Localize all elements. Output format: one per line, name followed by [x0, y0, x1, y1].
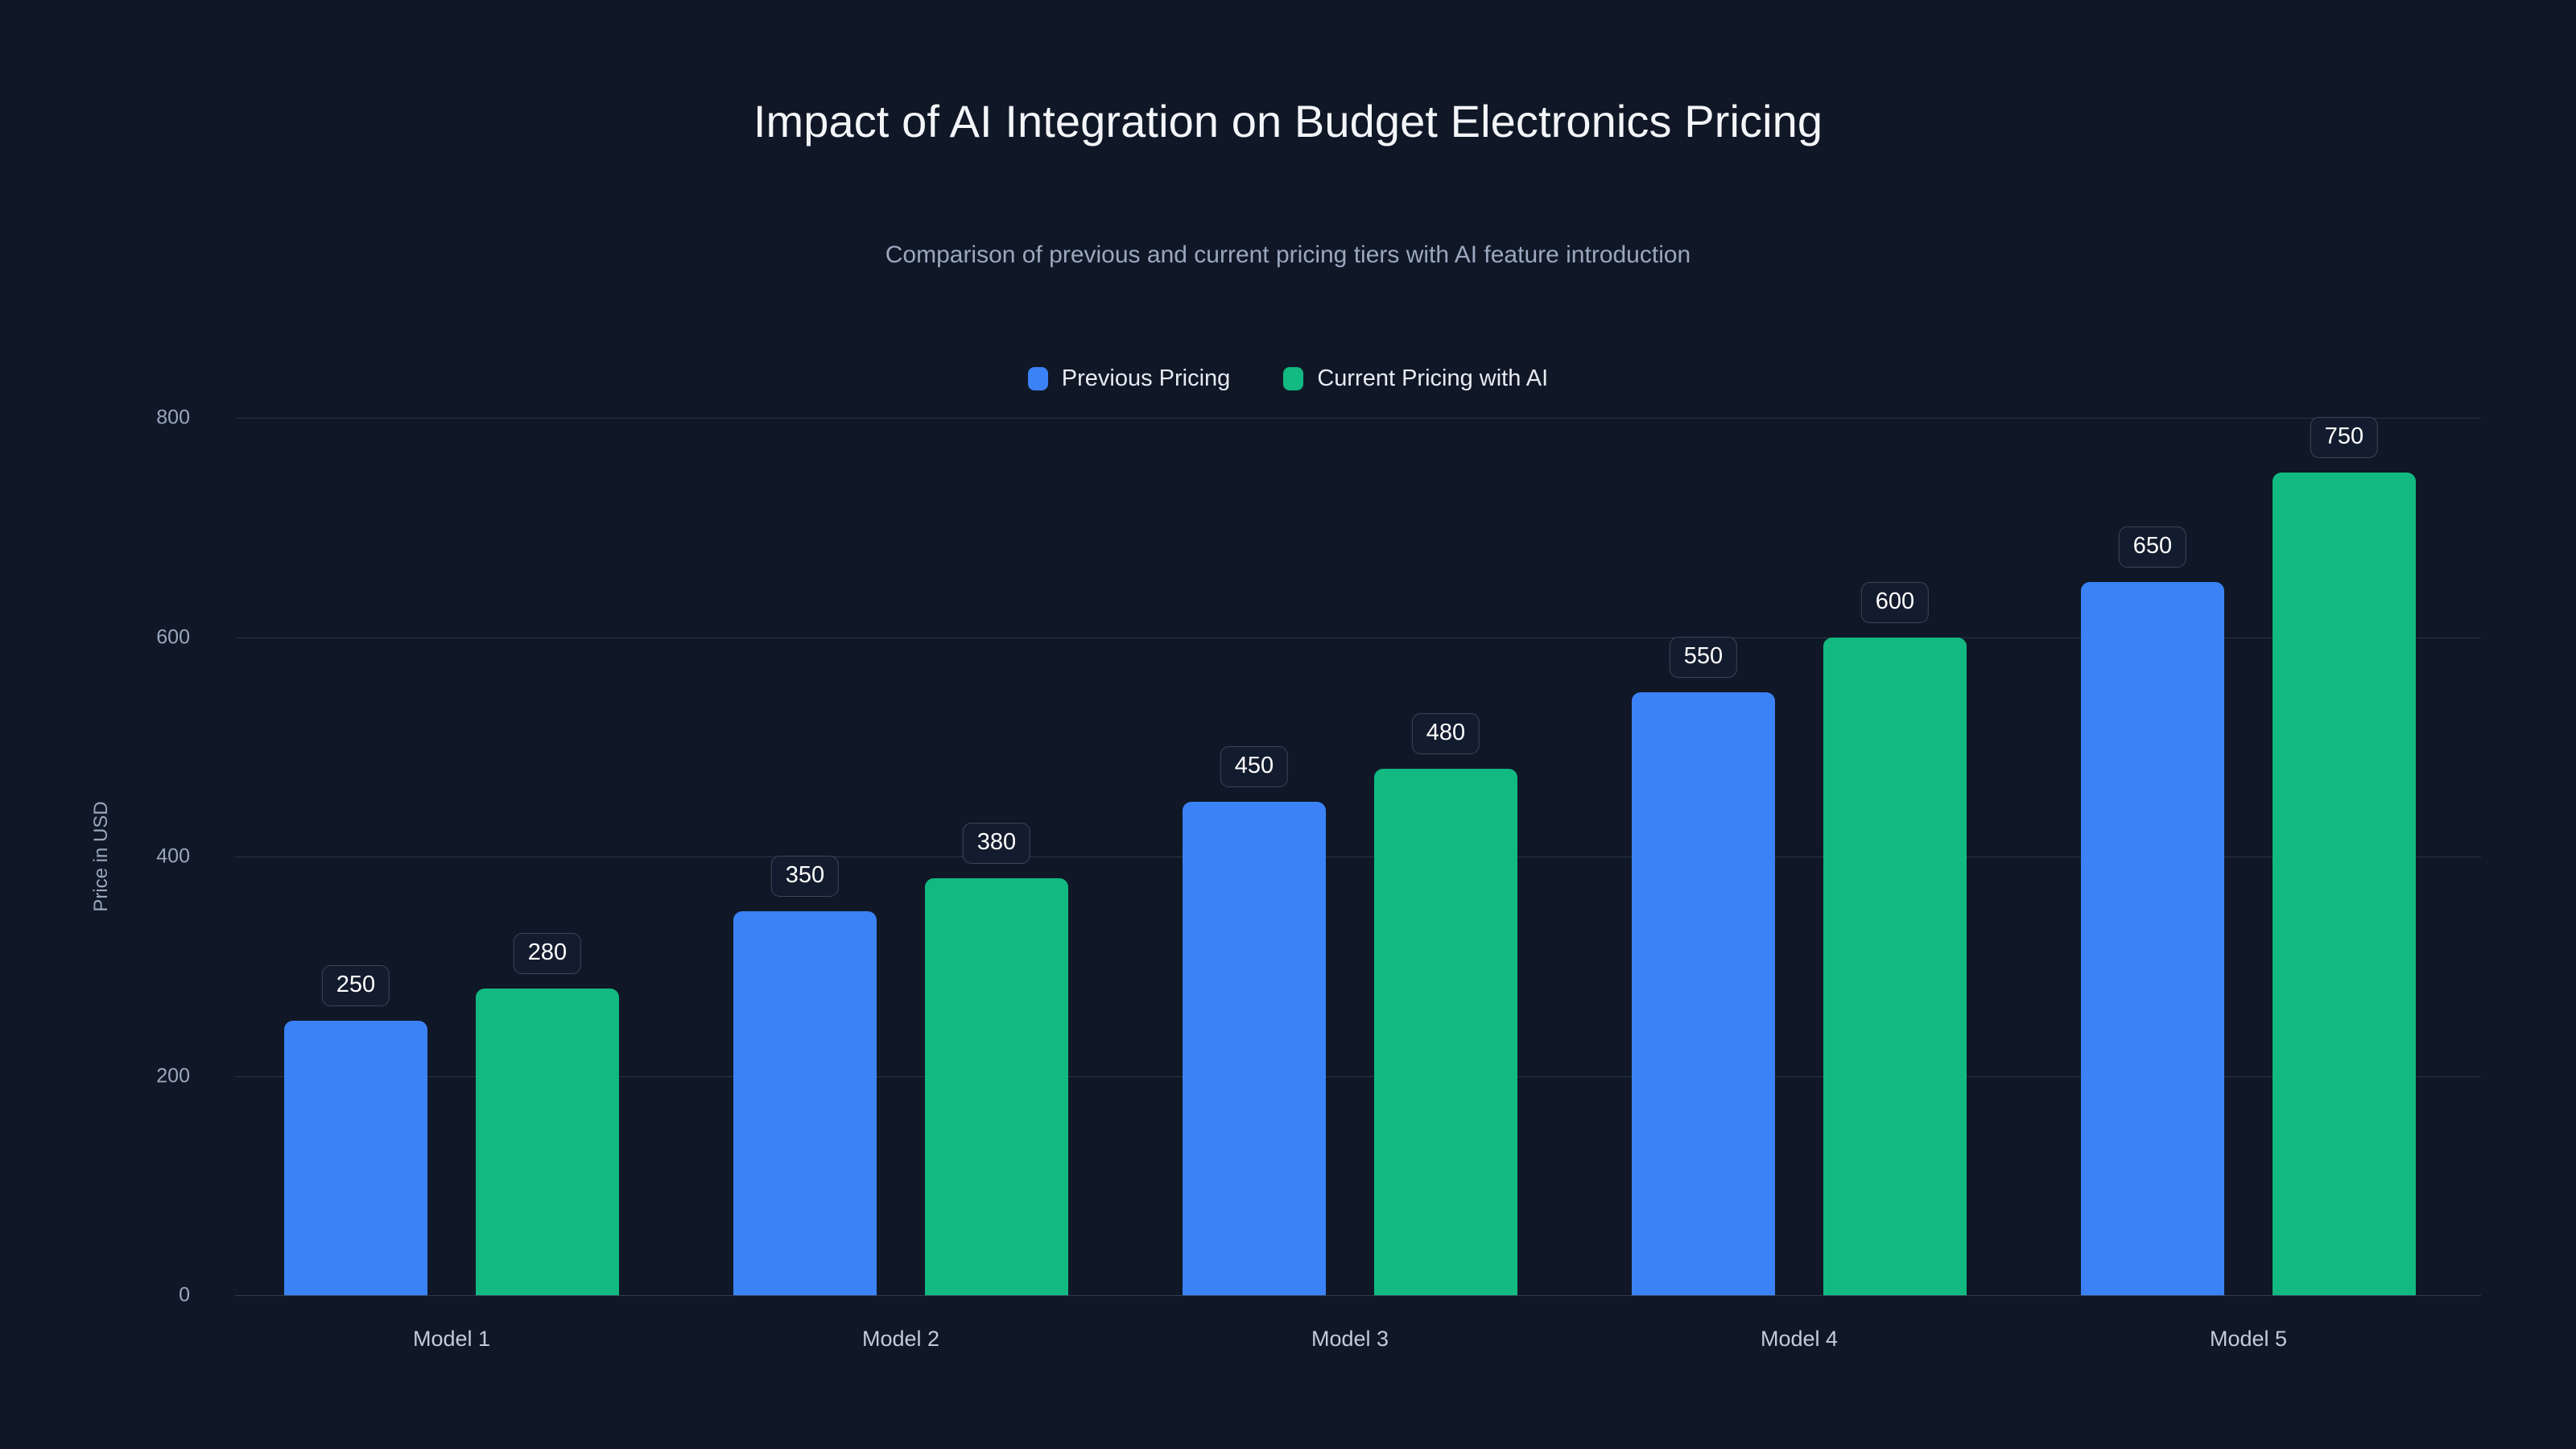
y-axis-tick-label: 400: [156, 844, 190, 868]
gridline: [235, 1075, 2481, 1077]
legend-item-previous-pricing[interactable]: Previous Pricing: [1027, 365, 1231, 391]
bar-model-4-previous[interactable]: [1632, 691, 1775, 1295]
value-label: 250: [321, 965, 390, 1007]
value-label: 750: [2310, 417, 2379, 459]
legend-label-previous-pricing: Previous Pricing: [1061, 365, 1231, 391]
legend-swatch-icon: [1027, 367, 1048, 390]
value-label: 480: [1411, 713, 1480, 754]
value-label: 600: [1860, 581, 1930, 623]
y-axis-tick-labels: 0 200 400 600 800: [0, 407, 211, 1307]
bars-layer: [235, 418, 2481, 1295]
value-label: 550: [1669, 636, 1738, 678]
bar-model-5-previous[interactable]: [2081, 582, 2224, 1295]
legend-swatch-icon: [1283, 367, 1304, 390]
value-label: 450: [1220, 745, 1289, 787]
value-label: 380: [962, 823, 1031, 865]
x-axis-tick-label: Model 3: [1311, 1327, 1389, 1351]
x-axis-tick-label: Model 1: [412, 1327, 491, 1351]
y-axis-tick-label: 800: [156, 406, 190, 429]
value-label: 280: [513, 932, 582, 974]
bar-model-3-current[interactable]: [1374, 769, 1517, 1295]
legend-label-current-pricing-with-ai: Current Pricing with AI: [1317, 365, 1549, 391]
chart-title: Impact of AI Integration on Budget Elect…: [753, 96, 1823, 147]
x-axis-tick-labels: Model 1 Model 2 Model 3 Model 4 Model 5: [235, 1327, 2481, 1364]
bar-model-3-previous[interactable]: [1183, 801, 1326, 1295]
chart-subtitle: Comparison of previous and current prici…: [885, 242, 1691, 268]
bar-model-1-previous[interactable]: [284, 1021, 427, 1295]
bar-model-4-current[interactable]: [1823, 637, 1967, 1295]
y-axis-tick-label: 0: [179, 1283, 190, 1307]
plot-area: 250 280 350 380 450 480 550 600 650 750: [235, 417, 2481, 1296]
y-axis-tick-label: 200: [156, 1064, 190, 1087]
bar-model-1-current[interactable]: [476, 988, 619, 1295]
value-label: 350: [770, 856, 840, 898]
x-axis-tick-label: Model 5: [2209, 1327, 2288, 1351]
y-axis-tick-label: 600: [156, 625, 190, 648]
bar-model-2-previous[interactable]: [733, 911, 877, 1295]
x-axis-tick-label: Model 4: [1760, 1327, 1839, 1351]
gridline: [235, 418, 2481, 419]
bar-model-2-current[interactable]: [925, 878, 1068, 1295]
value-label: 650: [2118, 526, 2187, 568]
legend-item-current-pricing-with-ai[interactable]: Current Pricing with AI: [1283, 367, 1548, 390]
gridline: [235, 1295, 2481, 1296]
bar-model-5-current[interactable]: [2273, 473, 2416, 1295]
x-axis-tick-label: Model 2: [861, 1327, 940, 1351]
chart-legend: Previous Pricing Current Pricing with AI: [0, 367, 2576, 390]
